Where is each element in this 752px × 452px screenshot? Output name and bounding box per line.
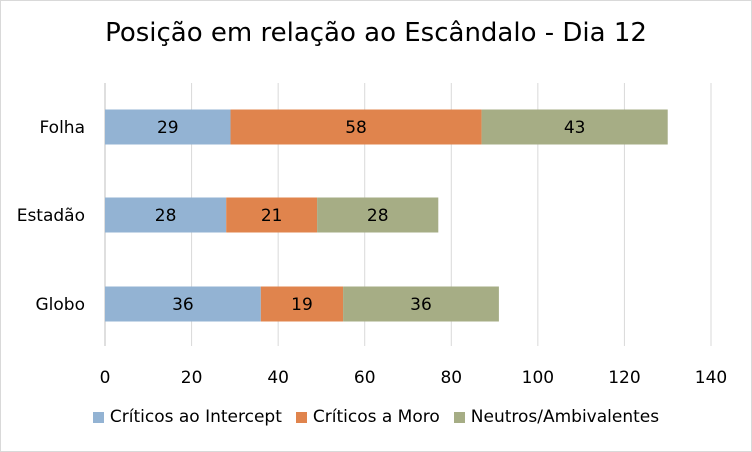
data-label: 28 [367, 206, 389, 226]
x-tick-label: 80 [440, 368, 462, 388]
bar-segment [105, 197, 227, 233]
bar-segment [105, 109, 231, 145]
bar-segment [317, 197, 439, 233]
chart-title: Posição em relação ao Escândalo - Dia 12 [105, 18, 647, 48]
data-label: 36 [172, 295, 194, 315]
bar-segment [481, 109, 668, 145]
data-label: 29 [157, 118, 179, 138]
data-label: 19 [291, 295, 313, 315]
x-tick-label: 60 [354, 368, 376, 388]
bar-segment [105, 286, 261, 322]
x-tick-label: 120 [608, 368, 640, 388]
x-tick-label: 40 [267, 368, 289, 388]
data-label: 58 [345, 118, 367, 138]
bar-segment [260, 286, 344, 322]
x-tick-label: 0 [100, 368, 111, 388]
legend-label: Neutros/Ambivalentes [470, 407, 660, 427]
legend-item: Críticos ao Intercept [92, 407, 282, 427]
bar-segment [226, 197, 318, 233]
legend-item: Neutros/Ambivalentes [453, 407, 660, 427]
category-label-globo: Globo [36, 295, 86, 315]
data-label: 36 [410, 295, 432, 315]
chart-legend: Críticos ao Intercept Críticos a Moro Neut… [0, 407, 752, 427]
x-tick-label: 20 [181, 368, 203, 388]
data-label: 43 [564, 118, 586, 138]
x-tick-label: 140 [695, 368, 727, 388]
category-label-estadão: Estadão [17, 206, 85, 226]
bar-segment [230, 109, 482, 145]
x-tick-label: 100 [522, 368, 554, 388]
legend-label: Críticos a Moro [312, 407, 440, 427]
data-label: 28 [155, 206, 177, 226]
legend-item: Críticos a Moro [295, 407, 440, 427]
legend-swatch [295, 411, 307, 423]
legend-swatch [453, 411, 465, 423]
legend-label: Críticos ao Intercept [109, 407, 282, 427]
legend-swatch [92, 411, 104, 423]
bar-segment [343, 286, 499, 322]
category-label-folha: Folha [40, 118, 86, 138]
data-label: 21 [261, 206, 283, 226]
